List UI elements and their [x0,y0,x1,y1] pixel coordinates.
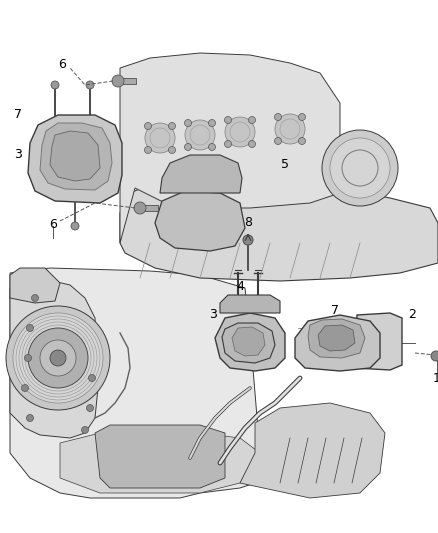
Polygon shape [222,323,275,363]
Circle shape [208,143,215,150]
Polygon shape [10,268,60,303]
Circle shape [27,325,33,332]
Text: 3: 3 [14,149,22,161]
Circle shape [86,81,94,89]
Circle shape [112,75,124,87]
Polygon shape [10,278,98,438]
Text: 7: 7 [331,304,339,318]
Text: 6: 6 [49,219,57,231]
Circle shape [322,130,398,206]
Text: 1: 1 [433,372,438,384]
Circle shape [243,235,253,245]
Polygon shape [160,155,242,193]
Circle shape [81,426,88,433]
Text: 3: 3 [209,309,217,321]
Circle shape [40,340,76,376]
Circle shape [275,114,305,144]
Circle shape [169,147,176,154]
Circle shape [88,375,95,382]
Polygon shape [28,115,122,203]
Circle shape [32,295,39,302]
Circle shape [25,354,32,361]
Circle shape [134,202,146,214]
Polygon shape [60,433,260,493]
Circle shape [299,114,305,120]
Text: 5: 5 [281,158,289,172]
Text: 7: 7 [14,109,22,122]
Polygon shape [95,425,225,488]
Polygon shape [10,268,260,498]
Circle shape [208,119,215,126]
Text: 2: 2 [408,309,416,321]
Circle shape [169,123,176,130]
Circle shape [28,328,88,388]
Polygon shape [140,205,158,211]
Circle shape [27,415,33,422]
Polygon shape [118,78,136,84]
Polygon shape [215,313,285,371]
Polygon shape [155,191,245,251]
Polygon shape [308,319,365,358]
Text: 8: 8 [244,216,252,230]
Circle shape [225,141,232,148]
Polygon shape [40,123,112,190]
Text: 6: 6 [58,59,66,71]
Circle shape [184,119,191,126]
Circle shape [248,141,255,148]
Circle shape [145,123,175,153]
Circle shape [431,351,438,361]
Circle shape [13,313,103,403]
Circle shape [225,117,232,124]
Polygon shape [220,295,280,313]
Polygon shape [120,173,438,281]
Circle shape [185,120,215,150]
Circle shape [145,123,152,130]
Circle shape [184,143,191,150]
Circle shape [275,114,282,120]
Circle shape [21,384,28,392]
Circle shape [275,138,282,144]
Circle shape [225,117,255,147]
Circle shape [330,138,390,198]
Text: 4: 4 [236,280,244,294]
Polygon shape [295,315,380,371]
Circle shape [299,138,305,144]
Circle shape [86,405,93,411]
Circle shape [6,306,110,410]
Polygon shape [50,131,100,181]
Polygon shape [120,53,340,243]
Polygon shape [318,325,355,351]
Polygon shape [240,403,385,498]
Polygon shape [355,313,402,370]
Circle shape [71,222,79,230]
Polygon shape [232,327,265,356]
Circle shape [145,147,152,154]
Circle shape [51,81,59,89]
Circle shape [50,350,66,366]
Circle shape [248,117,255,124]
